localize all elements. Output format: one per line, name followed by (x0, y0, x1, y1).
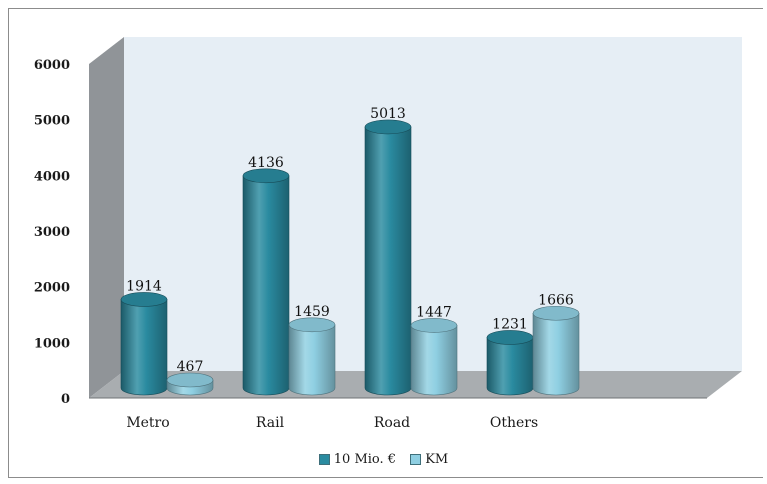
bar[interactable] (486, 330, 534, 396)
data-label: 4136 (248, 155, 284, 171)
bar-body[interactable] (410, 325, 458, 396)
data-label: 1666 (538, 292, 574, 308)
bar-top[interactable] (486, 330, 534, 345)
data-label: 1447 (416, 304, 452, 320)
bar-top[interactable] (532, 305, 580, 321)
x-tick-label: Rail (256, 415, 285, 431)
x-tick-label: Metro (126, 415, 169, 431)
bar-top[interactable] (410, 318, 458, 333)
x-tick-label: Road (374, 415, 410, 431)
legend-item-series-2: KM (410, 452, 448, 467)
bar-body[interactable] (364, 126, 412, 396)
legend: 10 Mio. € KM (0, 452, 767, 469)
bar[interactable] (532, 305, 580, 396)
bar-top[interactable] (242, 168, 290, 184)
data-label: 467 (177, 359, 204, 375)
data-label: 1914 (126, 278, 162, 294)
bar[interactable] (288, 317, 336, 396)
legend-label-series-1: 10 Mio. € (333, 452, 397, 467)
bar-top[interactable] (288, 317, 336, 333)
bar-body[interactable] (486, 337, 534, 396)
bar-top[interactable] (166, 372, 214, 388)
bar[interactable] (364, 119, 412, 396)
legend-swatch-series-1 (318, 454, 330, 465)
y-tick-label: 0 (61, 392, 70, 407)
bar-body[interactable] (242, 175, 290, 396)
legend-label-series-2: KM (425, 452, 449, 467)
data-label: 1231 (492, 316, 528, 332)
bar-top[interactable] (364, 119, 412, 135)
y-tick-label: 5000 (34, 114, 70, 129)
y-tick-label: 1000 (34, 336, 70, 351)
side-wall (89, 37, 124, 398)
y-tick-label: 4000 (34, 169, 70, 184)
x-tick-label: Others (490, 415, 538, 431)
bar-top[interactable] (120, 292, 168, 307)
bar-body[interactable] (120, 299, 168, 396)
data-label: 5013 (370, 106, 406, 122)
y-tick-label: 6000 (34, 58, 70, 73)
legend-swatch-series-2 (410, 454, 422, 465)
y-tick-label: 3000 (34, 225, 70, 240)
legend-item-series-1: 10 Mio. € (318, 452, 397, 467)
bar[interactable] (166, 372, 214, 396)
bar-body[interactable] (288, 324, 336, 396)
bar[interactable] (410, 318, 458, 396)
bar[interactable] (242, 168, 290, 396)
y-tick-label: 2000 (34, 281, 70, 296)
data-label: 1459 (294, 304, 330, 320)
bar-body[interactable] (532, 312, 580, 396)
bar[interactable] (120, 292, 168, 396)
